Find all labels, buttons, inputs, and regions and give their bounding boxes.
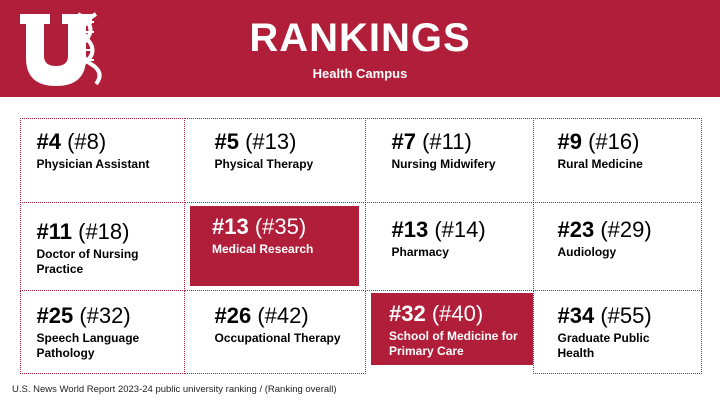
program-rank: #4: [36, 128, 61, 154]
overall-rank: (#35): [254, 214, 307, 239]
ranking-cell: #25 (#32) Speech Language Pathology: [19, 289, 185, 374]
ranking-cell: #13 (#14) Pharmacy: [364, 201, 534, 291]
program-name: Physician Assistant: [36, 156, 150, 171]
program-name: Nursing Midwifery: [391, 156, 496, 171]
overall-rank: (#29): [600, 216, 652, 242]
program-rank: #34: [557, 302, 595, 328]
overall-rank: (#11): [422, 128, 472, 154]
program-rank: #11: [36, 218, 73, 244]
ranking-cell: #7 (#11) Nursing Midwifery: [364, 117, 534, 203]
overall-rank: (#42): [257, 302, 309, 328]
program-rank: #7: [391, 128, 416, 154]
program-name: Medical Research: [212, 242, 314, 256]
program-rank: #32: [389, 301, 426, 326]
program-name: Occupational Therapy: [214, 330, 341, 345]
university-u-dna-logo: [20, 12, 102, 86]
footnote: U.S. News World Report 2023-24 public un…: [12, 384, 337, 395]
ranking-cell: #11 (#18) Doctor of Nursing Practice: [19, 201, 185, 291]
ranking-cell: #26 (#42) Occupational Therapy: [183, 289, 366, 374]
overall-rank: (#55): [600, 302, 652, 328]
ranking-cell-highlighted: #13 (#35) Medical Research: [190, 206, 359, 286]
page-title: RANKINGS: [249, 16, 471, 60]
header-banner: RANKINGS Health Campus: [0, 0, 720, 97]
ranking-cell: #9 (#16) Rural Medicine: [532, 117, 702, 203]
overall-rank: (#16): [588, 128, 640, 154]
ranking-cell: #34 (#55) Graduate Public Health: [532, 289, 702, 374]
program-name: Physical Therapy: [214, 156, 314, 171]
program-rank: #25: [36, 302, 74, 328]
program-rank: #26: [214, 302, 252, 328]
program-name: Pharmacy: [391, 244, 449, 259]
program-name: School of Medicine for Primary Care: [389, 329, 518, 358]
program-name: Speech Language Pathology: [36, 330, 140, 360]
program-name: Rural Medicine: [557, 156, 643, 171]
program-rank: #13: [391, 216, 429, 242]
program-rank: #9: [557, 128, 582, 154]
program-rank: #5: [214, 128, 239, 154]
rankings-grid: #4 (#8) Physician Assistant #5 (#13) Phy…: [19, 117, 702, 374]
overall-rank: (#32): [79, 302, 131, 328]
program-rank: #23: [557, 216, 595, 242]
program-rank: #13: [212, 214, 249, 239]
overall-rank: (#18): [78, 218, 130, 244]
overall-rank: (#40): [431, 301, 484, 326]
overall-rank: (#14): [434, 216, 486, 242]
program-name: Doctor of Nursing Practice: [36, 246, 139, 276]
ranking-cell: #23 (#29) Audiology: [532, 201, 702, 291]
overall-rank: (#8): [67, 128, 107, 154]
overall-rank: (#13): [245, 128, 297, 154]
ranking-cell: #5 (#13) Physical Therapy: [183, 117, 366, 203]
ranking-cell: #4 (#8) Physician Assistant: [19, 117, 185, 203]
ranking-cell-highlighted: #32 (#40) School of Medicine for Primary…: [371, 293, 533, 365]
page-subtitle: Health Campus: [312, 66, 408, 81]
program-name: Graduate Public Health: [557, 330, 650, 360]
program-name: Audiology: [557, 244, 617, 259]
